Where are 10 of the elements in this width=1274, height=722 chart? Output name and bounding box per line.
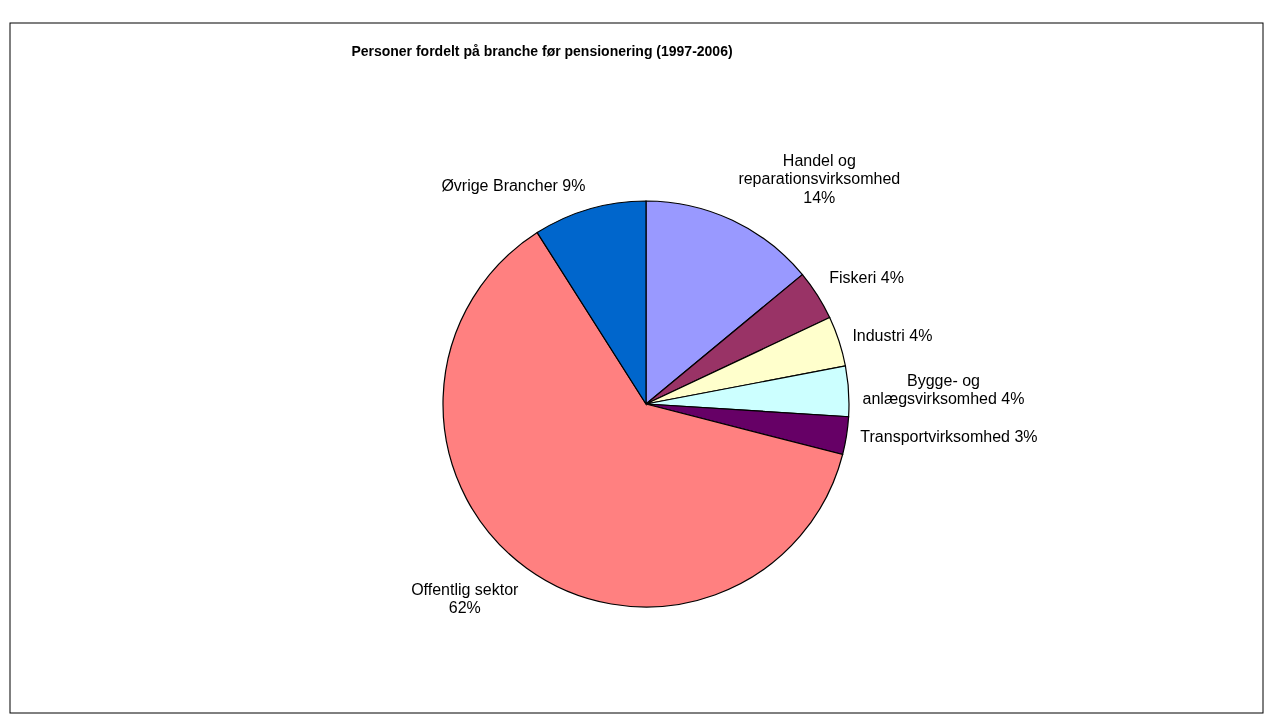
slice-label: Industri 4%	[852, 327, 933, 345]
chart-title: Personer fordelt på branche før pensionering (1997-2006)	[351, 43, 733, 59]
slice-label: Offentlig sektor	[411, 580, 520, 598]
slice-label: Handel og reparationsvirksomhed	[738, 152, 901, 188]
slice-label: Transportvirksomhed 3%	[860, 428, 1038, 446]
slice-label: Fiskeri 4%	[829, 268, 904, 286]
data-label: 14%	[803, 188, 836, 206]
slice-label: Bygge- og anlægsvirksomhed 4%	[862, 371, 1025, 407]
data-label: 62%	[448, 599, 481, 617]
slice-label: Øvrige Brancher 9%	[441, 176, 586, 194]
